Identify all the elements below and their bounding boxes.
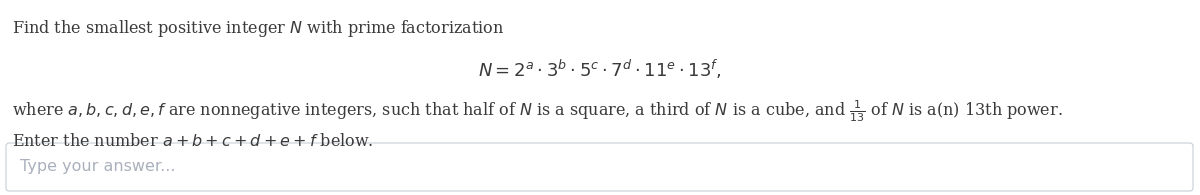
FancyBboxPatch shape: [6, 143, 1193, 191]
Text: Enter the number $a + b + c + d + e + f$ below.: Enter the number $a + b + c + d + e + f$…: [12, 133, 373, 150]
Text: Type your answer...: Type your answer...: [20, 160, 175, 175]
Text: $N = 2^a \cdot 3^b \cdot 5^c \cdot 7^d \cdot 11^e \cdot 13^f,$: $N = 2^a \cdot 3^b \cdot 5^c \cdot 7^d \…: [478, 58, 722, 81]
Text: where $a, b, c, d, e, f$ are nonnegative integers, such that half of $N$ is a sq: where $a, b, c, d, e, f$ are nonnegative…: [12, 98, 1063, 124]
Text: Find the smallest positive integer $N$ with prime factorization: Find the smallest positive integer $N$ w…: [12, 18, 504, 39]
